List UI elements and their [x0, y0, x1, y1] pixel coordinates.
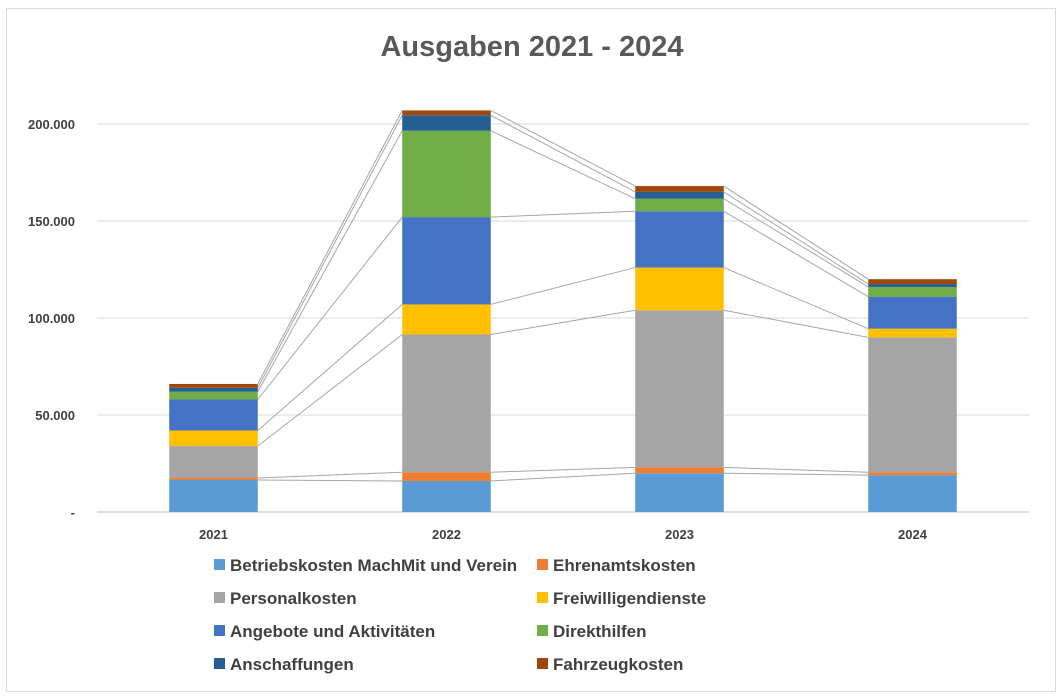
bar-segment [635, 191, 724, 199]
bar-segment [635, 186, 724, 192]
y-tick-label: 50.000 [35, 408, 75, 423]
x-tick-label: 2024 [898, 527, 928, 542]
bar-segment [868, 475, 957, 512]
series-line [490, 130, 636, 200]
bar-segment [169, 446, 258, 479]
legend-swatch [537, 658, 548, 669]
legend-swatch [537, 592, 548, 603]
bar-segment [402, 110, 491, 116]
x-tick-label: 2022 [432, 527, 461, 542]
bar-segment [868, 296, 957, 329]
bar-segment [868, 337, 957, 473]
bar-segment [635, 473, 724, 512]
bar-segment [868, 284, 957, 287]
legend-label: Anschaffungen [230, 655, 354, 674]
bar-segment [169, 391, 258, 400]
series-line [490, 114, 636, 193]
y-tick-label: 150.000 [28, 214, 75, 229]
series-line [490, 472, 636, 482]
series-line [723, 466, 869, 473]
series-line [723, 210, 869, 298]
legend: Betriebskosten MachMit und Verein Ehrenam… [214, 556, 706, 674]
series-line [257, 304, 403, 431]
x-tick-label: 2023 [665, 527, 694, 542]
bar-segment [635, 267, 724, 311]
series-line [257, 110, 403, 385]
x-axis-tick-labels: 2021 2022 2023 2024 [199, 527, 928, 542]
bar-segment [402, 480, 491, 512]
chart-frame: Ausgaben 2021 - 2024 - 50.000 100.000 150.0… [6, 8, 1056, 692]
bar-segment [169, 383, 258, 388]
stacked-bar-chart: Ausgaben 2021 - 2024 - 50.000 100.000 150.0… [28, 31, 1029, 674]
series-line [257, 130, 403, 392]
legend-swatch [214, 658, 225, 669]
bar-segment [402, 334, 491, 473]
series-line [257, 115, 403, 389]
bar-segment [635, 211, 724, 268]
legend-swatch [214, 625, 225, 636]
bar-segment [635, 467, 724, 474]
series-line [257, 334, 403, 447]
legend-label: Direkthilfen [553, 622, 647, 641]
bar-segment [402, 115, 491, 131]
legend-label: Freiwilligendienste [553, 589, 706, 608]
bar-segment [868, 279, 957, 285]
legend-label: Personalkosten [230, 589, 357, 608]
legend-swatch [537, 625, 548, 636]
bar-segment [402, 217, 491, 305]
legend-label: Angebote und Aktivitäten [230, 622, 435, 641]
bar-segment [169, 430, 258, 447]
legend-label: Ehrenamtskosten [553, 556, 696, 575]
legend-swatch [214, 592, 225, 603]
bar-segment [169, 478, 258, 480]
bar-segment [635, 198, 724, 212]
series-line [723, 309, 869, 338]
x-tick-label: 2021 [199, 527, 228, 542]
legend-label: Fahrzeugkosten [553, 655, 683, 674]
legend-swatch [214, 559, 225, 570]
y-axis-tick-labels: - 50.000 100.000 150.000 200.000 [28, 117, 75, 520]
bar-segment [169, 399, 258, 431]
bar-segment [402, 130, 491, 218]
series-line [723, 191, 869, 285]
series-line [723, 267, 869, 330]
legend-label: Betriebskosten MachMit und Verein [230, 556, 517, 575]
series-line [723, 472, 869, 476]
bar-segment [868, 472, 957, 476]
series-line [490, 466, 636, 473]
series-line [257, 471, 403, 479]
bar-segment [402, 472, 491, 481]
series-line [490, 109, 636, 187]
y-tick-label: 200.000 [28, 117, 75, 132]
series-line [257, 479, 403, 482]
chart-title: Ausgaben 2021 - 2024 [380, 31, 683, 63]
bar-segment [868, 286, 957, 297]
bars [169, 110, 957, 512]
series-lines [257, 109, 869, 482]
bar-segment [169, 387, 258, 392]
bar-segment [635, 310, 724, 468]
bar-segment [868, 328, 957, 338]
series-line [257, 216, 403, 400]
bar-segment [402, 304, 491, 335]
series-line [490, 267, 636, 305]
legend-swatch [537, 559, 548, 570]
series-line [723, 198, 869, 288]
y-tick-label: - [71, 505, 75, 520]
series-line [723, 185, 869, 280]
bar-segment [169, 479, 258, 512]
y-tick-label: 100.000 [28, 311, 75, 326]
series-line [490, 210, 636, 218]
series-line [490, 309, 636, 335]
